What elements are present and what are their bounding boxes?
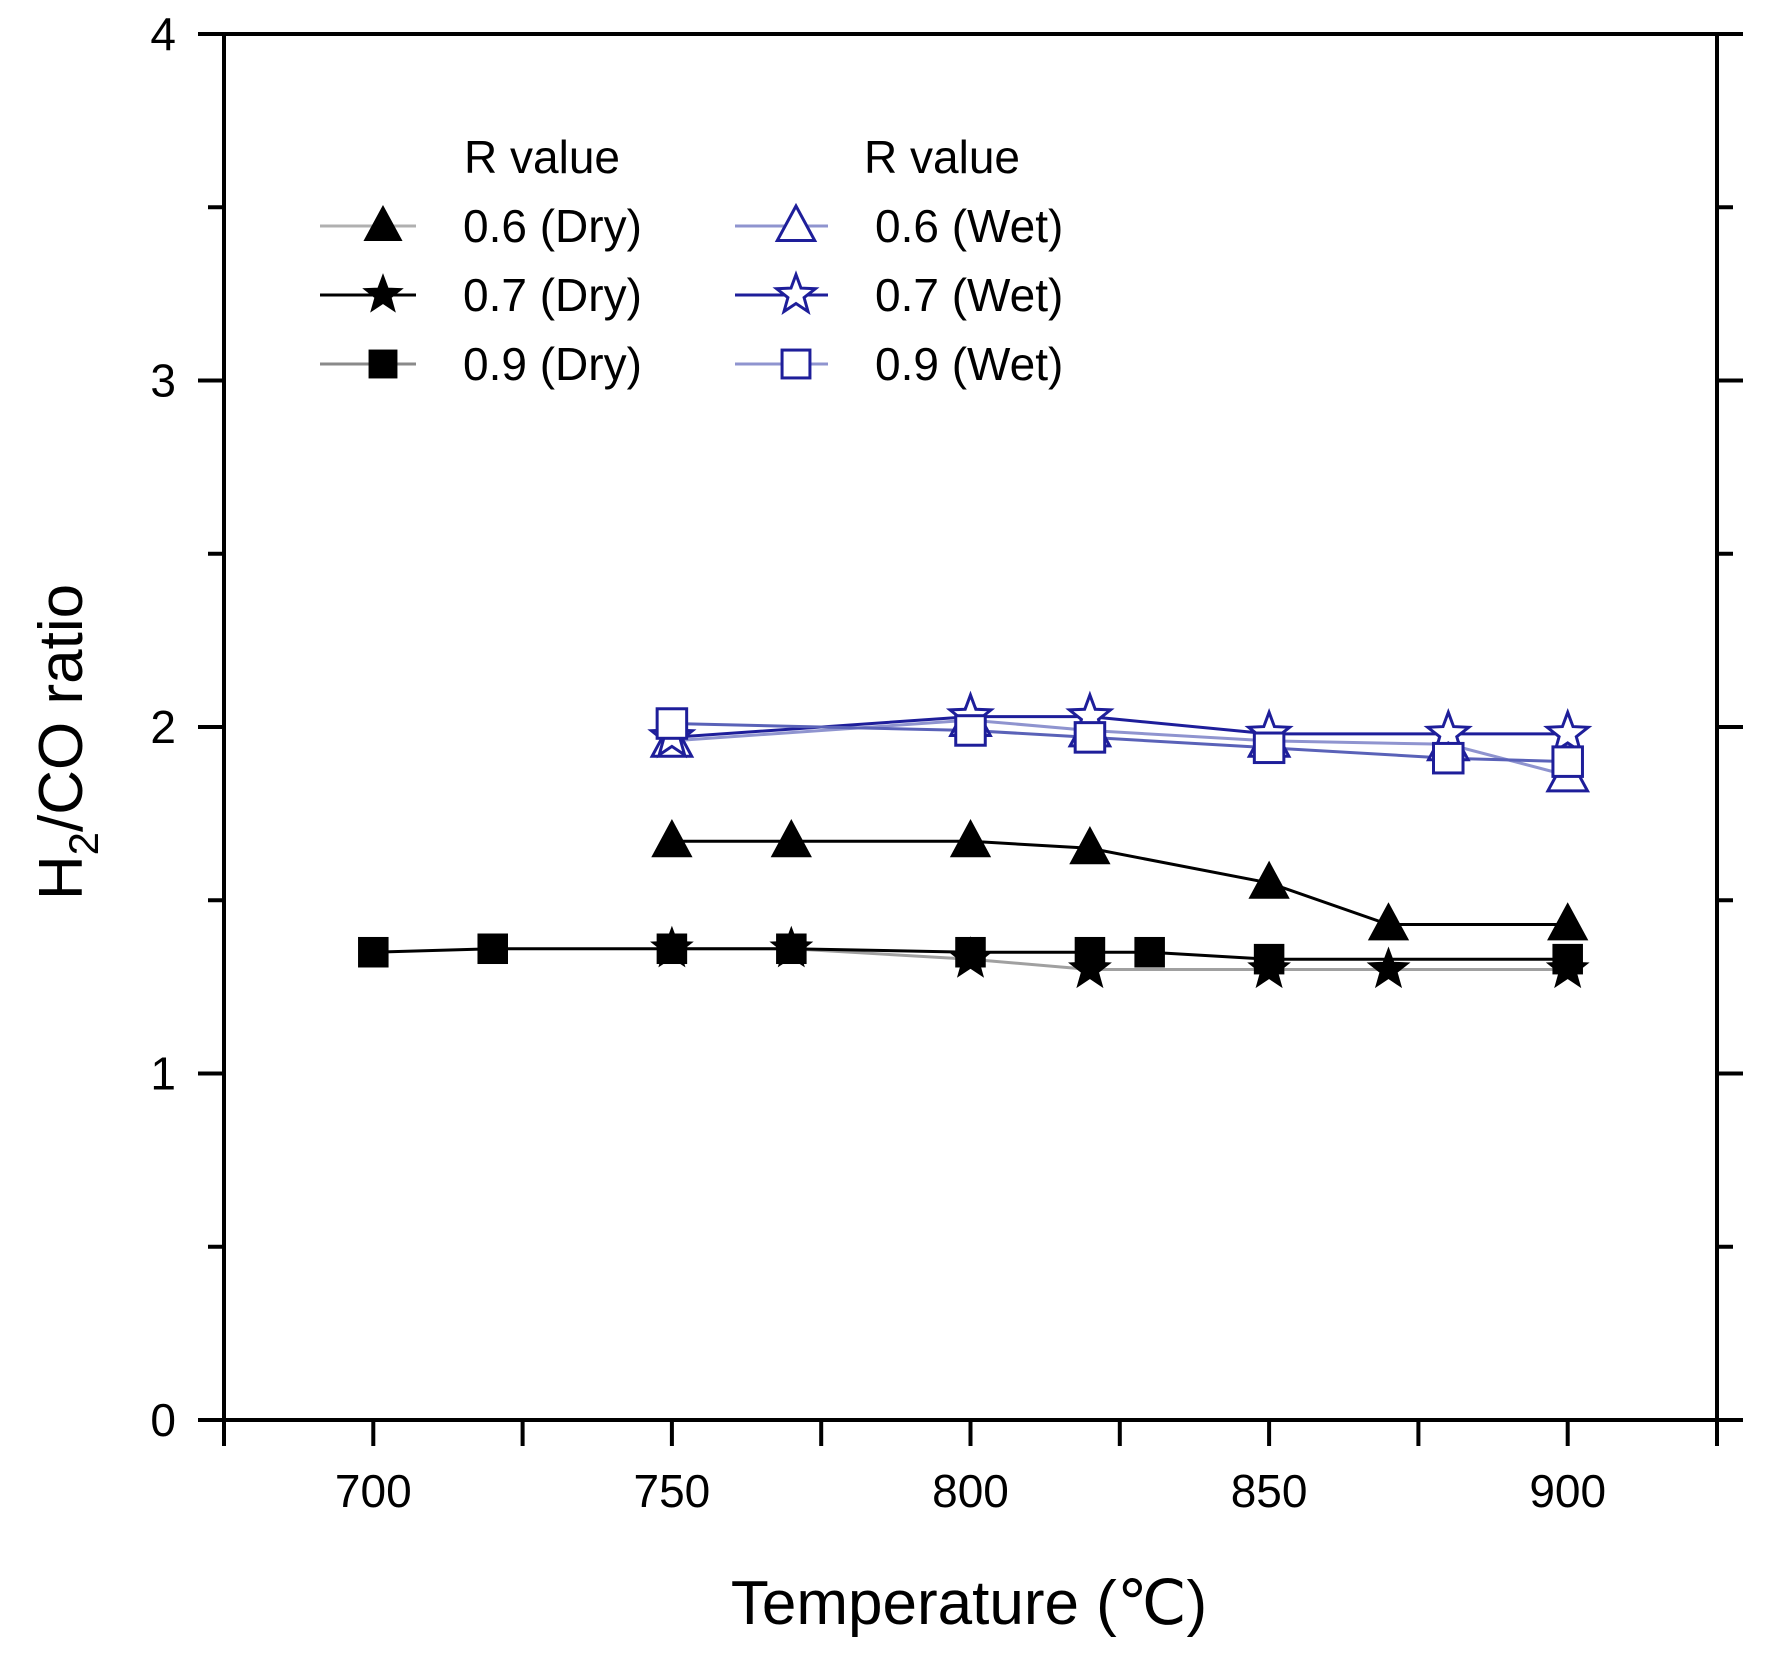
axis-ticks xyxy=(198,32,1743,1446)
legend-marker-0-9-dry xyxy=(368,349,398,379)
data-point-0-9-wet xyxy=(1073,721,1107,754)
series-line-0-6-wet xyxy=(671,718,1569,777)
data-point-0-9-dry xyxy=(1134,936,1165,968)
data-point-0-9-dry xyxy=(477,933,509,965)
data-point-0-9-dry xyxy=(1253,943,1285,975)
legend-label-0-9-dry: 0.9 (Dry) xyxy=(463,338,642,390)
data-point-0-9-wet xyxy=(1252,731,1286,765)
y-tick-label: 1 xyxy=(150,1048,176,1100)
legend-marker-0-6-dry xyxy=(363,204,403,241)
data-point-0-9-wet xyxy=(1551,745,1584,778)
series-line-0-7-wet xyxy=(671,715,1568,739)
data-point-0-6-dry xyxy=(651,819,693,858)
data-point-0-9-dry xyxy=(358,936,389,968)
legend-label-0-9-wet: 0.9 (Wet) xyxy=(875,338,1063,390)
x-tick-label: 850 xyxy=(1231,1465,1308,1517)
data-point-0-6-dry xyxy=(1069,826,1111,865)
series-markers xyxy=(358,690,1593,989)
legend-marker-0-7-dry xyxy=(362,273,404,313)
data-point-0-6-dry xyxy=(1367,902,1410,941)
data-point-0-9-dry xyxy=(1552,943,1583,975)
data-point-0-6-dry xyxy=(1547,902,1589,941)
legend-label-0-7-wet: 0.7 (Wet) xyxy=(875,269,1063,321)
legend-marker-0-7-wet xyxy=(772,270,820,315)
data-point-0-9-dry xyxy=(656,933,688,965)
legend-label-0-6-wet: 0.6 (Wet) xyxy=(875,200,1063,252)
y-axis-title-h: H xyxy=(27,855,96,900)
legend-marker-0-9-wet xyxy=(780,348,812,380)
x-tick-label: 900 xyxy=(1529,1465,1606,1517)
y-tick-label: 3 xyxy=(150,355,176,407)
x-axis-title: Temperature (℃) xyxy=(731,1569,1207,1638)
data-point-0-6-dry xyxy=(770,819,812,858)
data-point-0-6-dry xyxy=(1248,860,1290,899)
data-point-0-9-dry xyxy=(776,933,807,965)
y-axis-title-rest: /CO ratio xyxy=(27,584,96,832)
data-point-0-7-wet xyxy=(1543,707,1593,755)
axis-tick-labels: 700 750 800 850 900 0 1 2 3 4 xyxy=(150,8,1606,1517)
data-point-0-9-wet xyxy=(954,714,987,747)
data-point-0-6-dry xyxy=(949,819,992,858)
y-tick-label: 0 xyxy=(150,1394,176,1446)
data-point-0-9-dry xyxy=(955,936,986,968)
x-tick-label: 700 xyxy=(335,1465,412,1517)
legend-label-0-7-dry: 0.7 (Dry) xyxy=(463,269,642,321)
y-tick-label: 4 xyxy=(150,8,176,60)
legend-header-dry: R value xyxy=(464,131,620,183)
x-tick-label: 800 xyxy=(932,1465,1009,1517)
x-tick-label: 750 xyxy=(634,1465,711,1517)
y-axis-title-subscript: 2 xyxy=(60,832,107,855)
legend-header-wet: R value xyxy=(864,131,1020,183)
y-axis-title: H2/CO ratio xyxy=(27,584,107,900)
data-point-0-9-dry xyxy=(1074,936,1106,968)
legend-label-0-6-dry: 0.6 (Dry) xyxy=(463,200,642,252)
data-point-0-9-wet xyxy=(655,707,689,740)
data-point-0-7-dry xyxy=(1366,946,1411,989)
legend-marker-0-6-wet xyxy=(774,202,818,242)
y-tick-label: 2 xyxy=(150,701,176,753)
data-point-0-9-wet xyxy=(1432,741,1465,775)
legend: R value R value 0.6 (Dry) 0.7 (Dry) 0.9 (Dry… xyxy=(320,131,1063,390)
